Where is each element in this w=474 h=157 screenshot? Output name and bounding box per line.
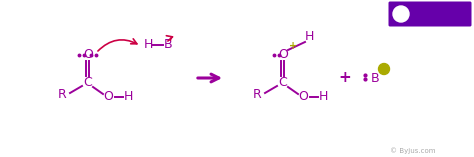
Text: C: C [83, 76, 92, 89]
Text: H: H [123, 90, 133, 103]
Text: R: R [58, 89, 66, 101]
Text: The Learning App: The Learning App [414, 16, 457, 21]
Text: B: B [397, 10, 405, 19]
Text: H: H [319, 90, 328, 103]
Circle shape [393, 6, 409, 22]
Text: O: O [83, 49, 93, 62]
Circle shape [379, 63, 390, 75]
Text: C: C [279, 76, 287, 89]
FancyBboxPatch shape [389, 2, 472, 27]
Text: +: + [289, 41, 297, 51]
Text: −: − [380, 64, 388, 74]
Text: B: B [371, 71, 379, 84]
Text: R: R [253, 89, 261, 101]
Text: © Byjus.com: © Byjus.com [390, 148, 436, 154]
Text: BYJU'S: BYJU'S [419, 6, 452, 15]
Text: H: H [304, 30, 314, 43]
Text: O: O [103, 90, 113, 103]
Text: O: O [278, 49, 288, 62]
Text: +: + [338, 70, 351, 86]
Text: H: H [143, 38, 153, 51]
Text: O: O [298, 90, 308, 103]
Text: B: B [164, 38, 173, 51]
